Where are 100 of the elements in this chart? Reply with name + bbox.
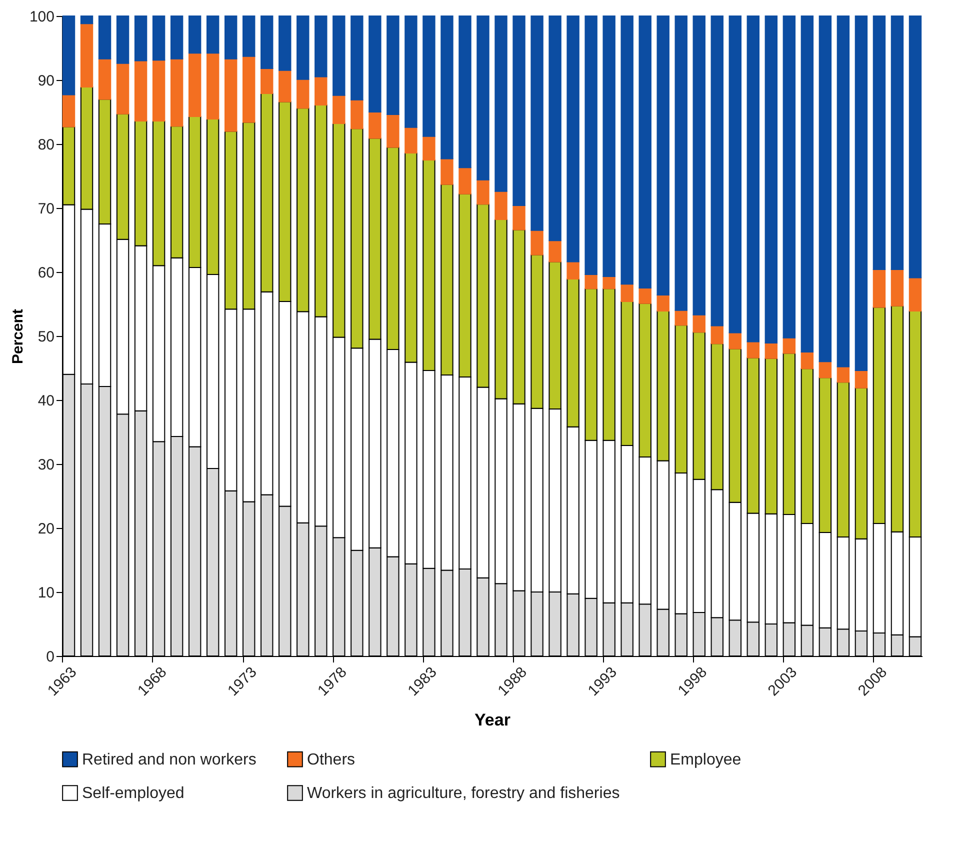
bar xyxy=(908,277,922,312)
bar xyxy=(638,16,652,288)
bar xyxy=(260,16,274,69)
bar xyxy=(818,16,832,362)
bar xyxy=(548,240,562,262)
bar xyxy=(458,16,472,168)
bar xyxy=(728,16,742,334)
bar xyxy=(224,16,238,60)
bar xyxy=(386,16,400,116)
bar xyxy=(818,361,832,378)
legend-label: Employee xyxy=(670,751,742,768)
bar xyxy=(152,16,166,61)
bar xyxy=(494,190,508,220)
legend-label: Retired and non workers xyxy=(82,751,256,768)
bar xyxy=(242,16,256,57)
bar xyxy=(350,16,364,100)
bar xyxy=(134,16,148,62)
bar xyxy=(530,16,544,231)
bar xyxy=(764,16,778,344)
y-tick-label: 0 xyxy=(46,648,54,666)
bar xyxy=(368,16,382,112)
bar xyxy=(80,23,94,88)
y-tick-label: 20 xyxy=(38,520,54,538)
bar xyxy=(728,332,742,350)
bar xyxy=(206,52,220,120)
bar xyxy=(296,78,310,109)
bar xyxy=(908,16,922,278)
bar xyxy=(890,268,904,306)
bar xyxy=(296,16,310,80)
bar xyxy=(278,16,292,71)
bar xyxy=(692,314,706,333)
bar xyxy=(746,341,760,358)
bar xyxy=(746,16,760,342)
bar xyxy=(566,16,580,262)
bar xyxy=(62,16,76,96)
y-tick-label: 30 xyxy=(38,456,54,474)
bar xyxy=(170,16,184,60)
bar xyxy=(674,310,688,326)
bar xyxy=(602,276,616,290)
bar xyxy=(854,370,868,388)
legend-label: Others xyxy=(307,751,356,768)
legend-label: Self-employed xyxy=(82,785,184,802)
y-tick-label: 10 xyxy=(38,584,54,602)
bar xyxy=(620,16,634,285)
bar xyxy=(566,261,580,280)
y-tick-label: 100 xyxy=(29,8,54,26)
bar xyxy=(476,16,490,180)
bar xyxy=(872,268,886,308)
bar xyxy=(674,16,688,311)
bar xyxy=(404,16,418,128)
bar xyxy=(116,62,130,114)
bar xyxy=(188,16,202,54)
bar xyxy=(404,126,418,154)
bar xyxy=(710,325,724,344)
bar xyxy=(98,58,112,100)
y-tick-label: 80 xyxy=(38,136,54,154)
bar xyxy=(458,167,472,194)
bar xyxy=(98,16,112,60)
bar xyxy=(710,16,724,326)
bar xyxy=(188,52,202,117)
bar xyxy=(332,94,346,124)
bar xyxy=(134,60,148,122)
bar xyxy=(530,230,544,256)
bar xyxy=(440,16,454,160)
bar xyxy=(782,337,796,354)
bar xyxy=(494,16,508,192)
bar xyxy=(422,136,436,160)
bar xyxy=(80,16,94,24)
bar xyxy=(836,16,850,368)
bar xyxy=(512,204,526,230)
bar xyxy=(422,16,436,137)
bar xyxy=(656,294,670,312)
bar xyxy=(584,16,598,276)
y-tick-label: 40 xyxy=(38,392,54,410)
bar xyxy=(314,76,328,106)
bar xyxy=(476,179,490,205)
bar xyxy=(656,16,670,296)
bar xyxy=(368,112,382,139)
legend-label: Workers in agriculture, forestry and fisheries xyxy=(307,785,620,802)
bar xyxy=(116,16,130,64)
bar xyxy=(332,16,346,96)
bar xyxy=(224,58,238,132)
bar xyxy=(836,366,850,383)
bar xyxy=(512,16,526,206)
bar xyxy=(548,16,562,242)
bar xyxy=(620,284,634,302)
bar xyxy=(440,158,454,185)
bar xyxy=(854,16,868,372)
y-tick-label: 90 xyxy=(38,72,54,90)
bar xyxy=(170,58,184,127)
bar xyxy=(260,68,274,94)
bar xyxy=(386,114,400,148)
bar xyxy=(638,288,652,304)
x-axis-title: Year xyxy=(474,710,511,730)
y-tick-label: 70 xyxy=(38,200,54,218)
bar xyxy=(62,94,76,128)
bar xyxy=(242,56,256,123)
y-axis-title: Percent xyxy=(9,308,26,364)
bar xyxy=(692,16,706,316)
bar xyxy=(350,99,364,130)
